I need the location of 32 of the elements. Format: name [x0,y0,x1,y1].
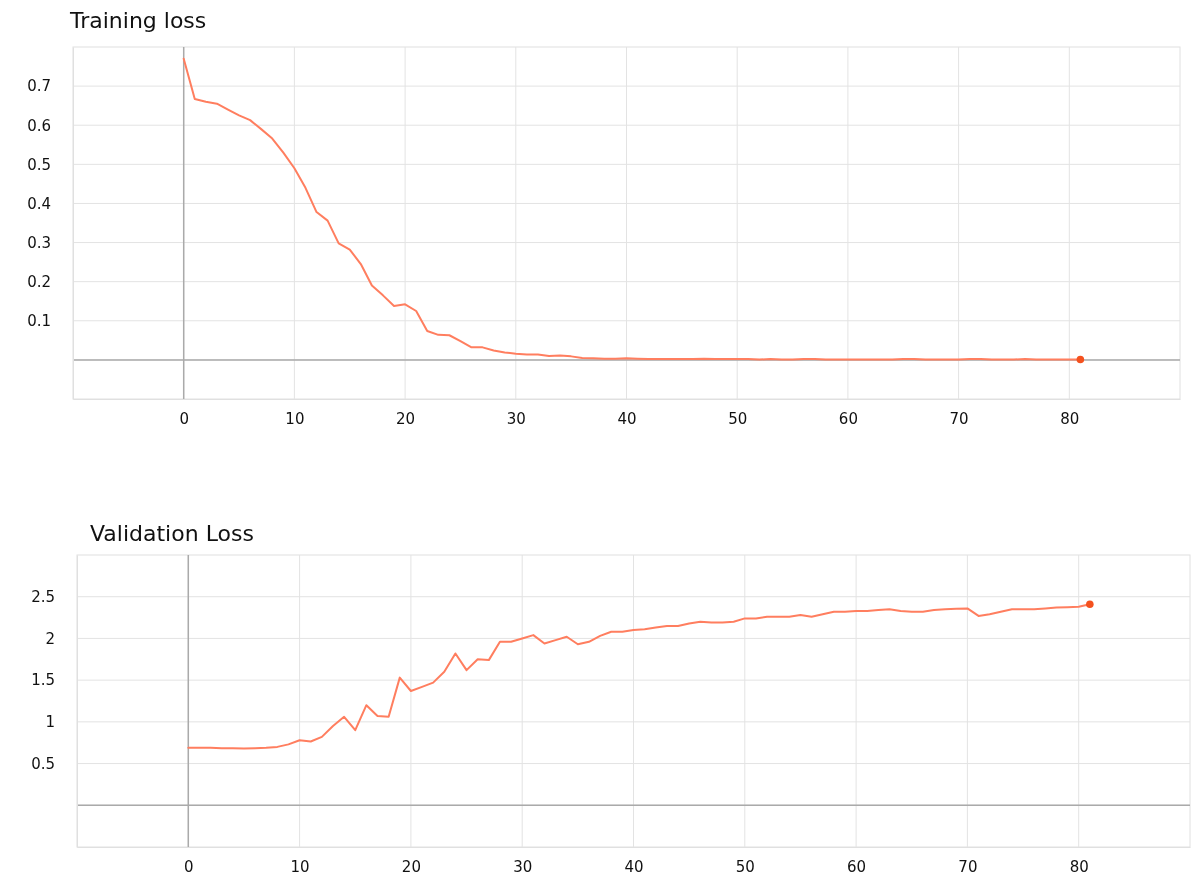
y-tick-label: 0.5 [31,754,55,773]
y-tick-label: 1.5 [31,671,55,690]
y-tick-label: 2.5 [31,588,55,607]
x-tick-label: 0 [179,409,189,428]
x-tick-label: 50 [735,857,755,876]
y-tick-label: 0.7 [27,77,51,96]
x-tick-label: 80 [1060,409,1080,428]
x-tick-label: 60 [838,409,858,428]
x-tick-label: 20 [396,409,416,428]
y-tick-label: 0.2 [27,272,51,291]
x-tick-label: 10 [290,857,310,876]
x-tick-label: 40 [617,409,637,428]
x-tick-label: 10 [285,409,305,428]
y-tick-label: 0.6 [27,116,51,135]
x-tick-label: 70 [958,857,978,876]
x-tick-label: 40 [624,857,644,876]
y-tick-label: 0.4 [27,194,51,213]
chart-title: Validation Loss [90,521,254,546]
x-tick-label: 60 [847,857,867,876]
x-tick-label: 30 [513,857,533,876]
x-tick-label: 70 [949,409,969,428]
x-tick-label: 80 [1069,857,1089,876]
x-tick-label: 20 [401,857,421,876]
chart-title: Training loss [69,8,207,33]
x-tick-label: 50 [728,409,748,428]
y-tick-label: 0.1 [27,312,51,331]
y-tick-label: 0.5 [27,155,51,174]
x-tick-label: 30 [506,409,526,428]
x-tick-label: 0 [184,857,194,876]
y-tick-label: 0.3 [27,233,51,252]
y-tick-label: 1 [45,713,55,732]
y-tick-label: 2 [45,629,55,648]
